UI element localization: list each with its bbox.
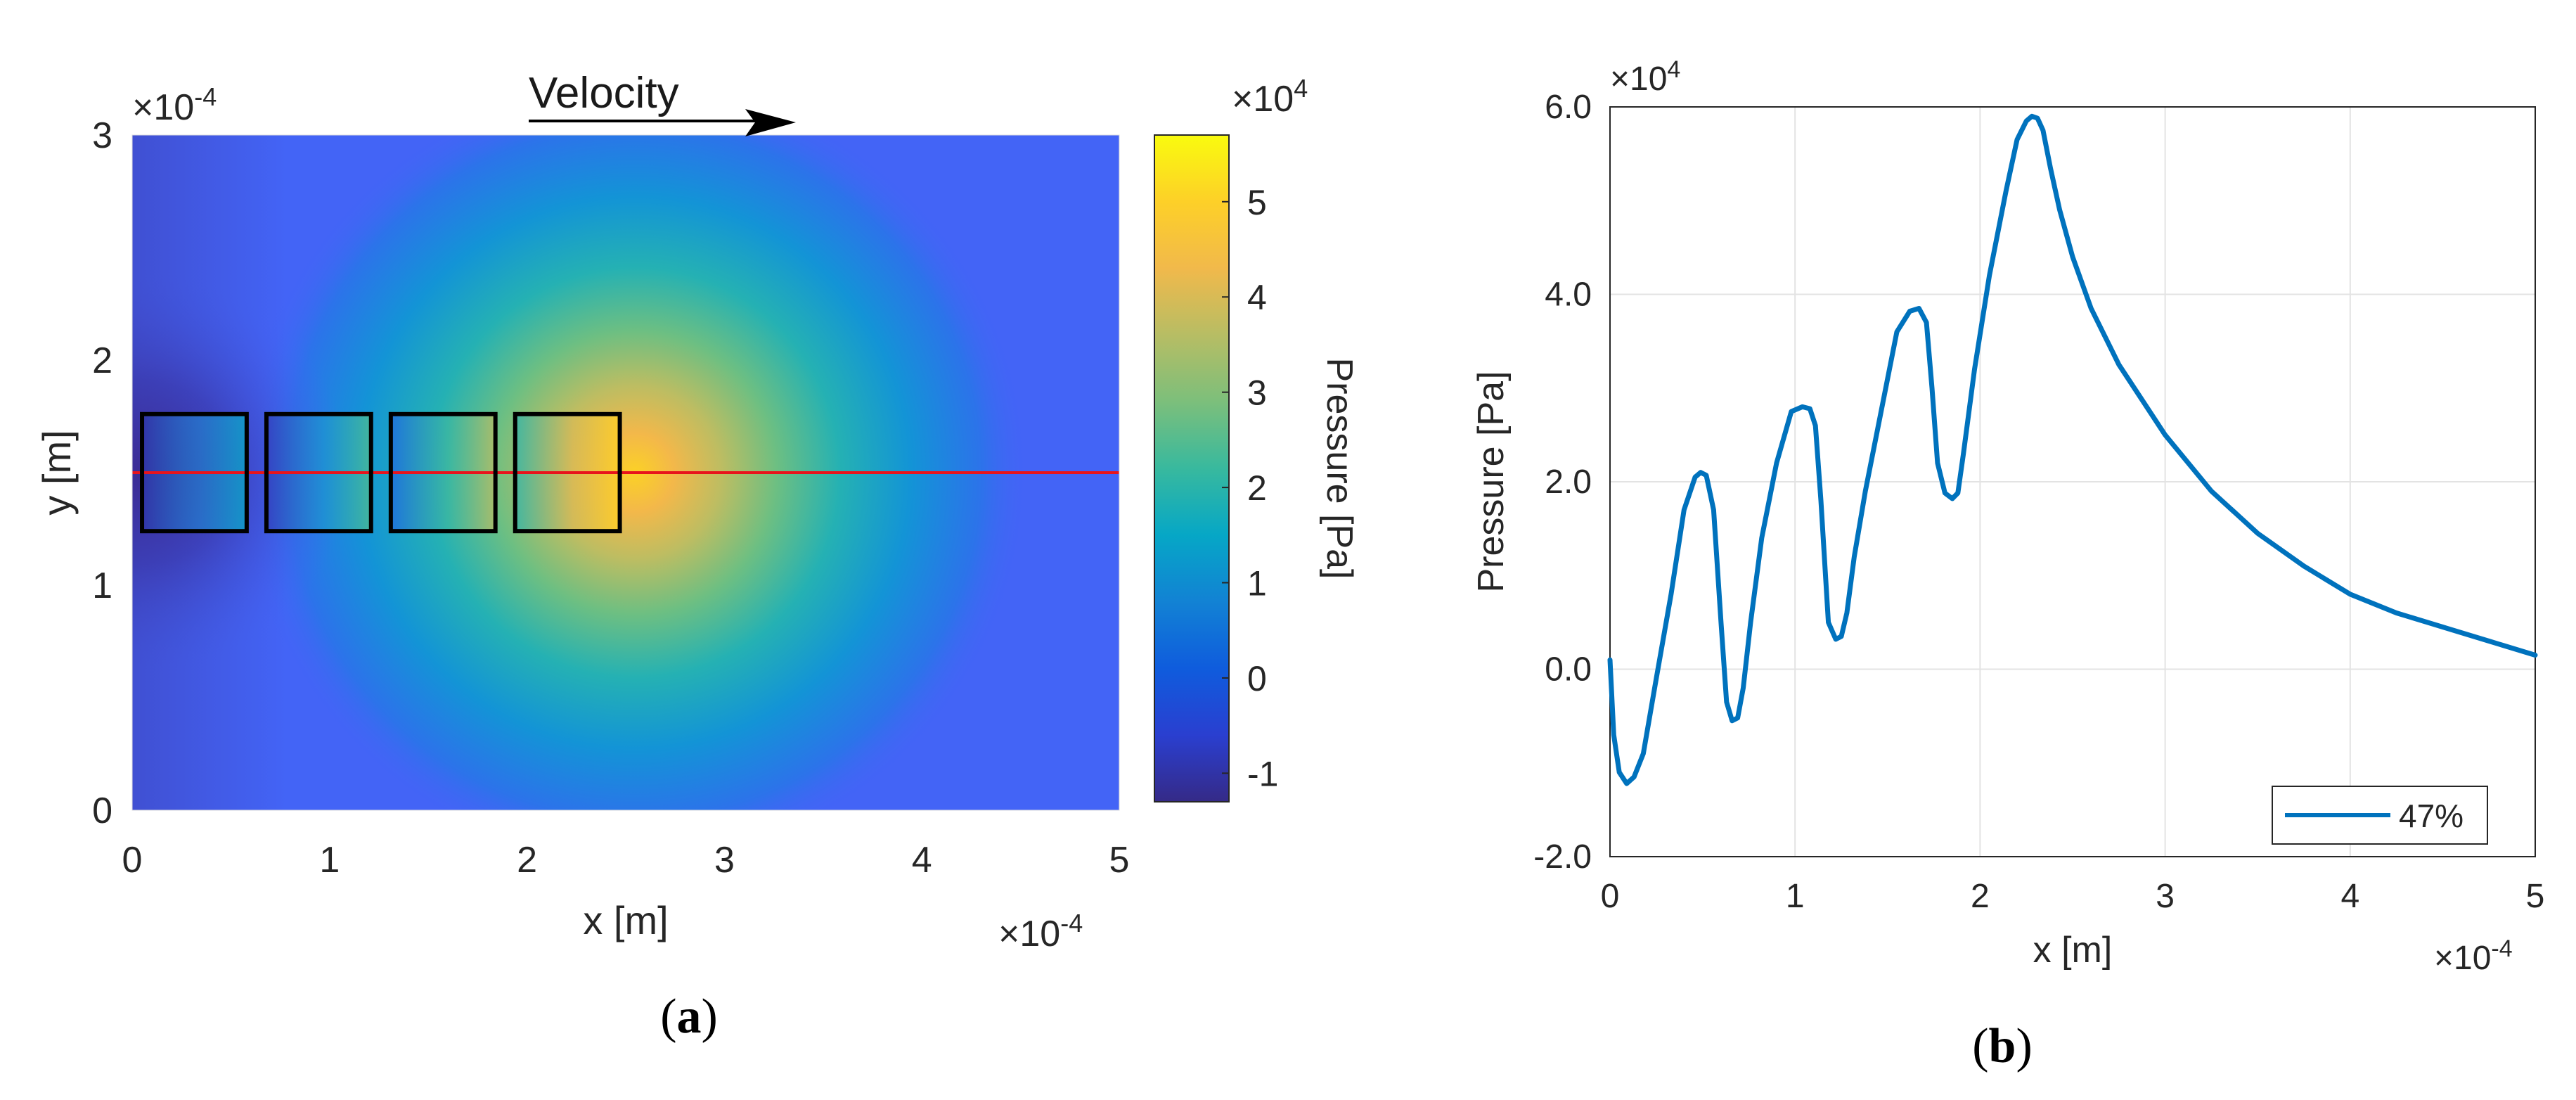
obstacle-box-2: [264, 411, 373, 534]
y-tick-label: 0: [92, 791, 112, 831]
colorbar-tick-label: 3: [1247, 373, 1267, 413]
legend-label: 47%: [2399, 798, 2464, 834]
caption-a-letter: a: [677, 990, 702, 1044]
obstacle-box-1: [140, 411, 249, 534]
x-tick-labels: 0 1 2 3 4 5: [1601, 878, 2545, 915]
x-tick-label: 4: [912, 840, 932, 881]
y-tick-label: 6.0: [1545, 89, 1592, 126]
x-tick-labels: 0 1 2 3 4 5: [122, 840, 1130, 881]
x-tick-label: 5: [2526, 878, 2545, 915]
caption-a: (a): [660, 990, 718, 1044]
x-tick-label: 0: [1601, 878, 1620, 915]
x-tick-label: 3: [714, 840, 735, 881]
x-tick-label: 5: [1109, 840, 1130, 881]
obstacle-box-3: [388, 411, 498, 534]
x-axis-multiplier: ×10-4: [998, 909, 1083, 954]
obstacle-boxes: [140, 411, 622, 534]
y-tick-labels: -2.0 0.0 2.0 4.0 6.0: [1533, 89, 1592, 876]
x-axis-multiplier: ×10-4: [2434, 935, 2513, 977]
colorbar-tick-label: 5: [1247, 183, 1267, 222]
velocity-label: Velocity: [529, 69, 679, 117]
plot-frame: [131, 134, 1120, 811]
y-tick-label: 2: [92, 340, 112, 381]
colorbar-tick-label: 2: [1247, 468, 1267, 508]
colorbar-label: Pressure [Pa]: [1319, 357, 1360, 579]
colorbar-tick-label: 4: [1247, 278, 1267, 317]
colorbar-tick-label: -1: [1247, 754, 1278, 793]
x-tick-label: 1: [319, 840, 340, 881]
x-tick-label: 0: [122, 840, 143, 881]
legend: 47%: [2272, 786, 2488, 845]
colorbar-ticks: -1 0 1 2 3 4 5: [1222, 183, 1278, 793]
colorbar-multiplier: ×104: [1232, 74, 1308, 120]
y-axis-label: y [m]: [34, 430, 79, 515]
caption-b: (b): [1972, 1019, 2033, 1073]
colorbar: [1154, 134, 1230, 802]
panel-a: Velocity 0 1 2 3 4 5 0 1 2 3 x [m] y [m] ×10-4 ×…: [34, 69, 1360, 1044]
velocity-arrow: [529, 109, 796, 136]
y-axis-label: Pressure [Pa]: [1471, 371, 1512, 592]
colorbar-tick-label: 1: [1247, 564, 1267, 603]
x-tick-label: 2: [1971, 878, 1990, 915]
colorbar-tick-label: 0: [1247, 659, 1267, 698]
series-line-47: [1607, 113, 2538, 786]
x-tick-label: 4: [2340, 878, 2359, 915]
y-tick-label: 2.0: [1545, 463, 1592, 501]
x-axis-label: x [m]: [583, 898, 668, 942]
panel-b: 0 1 2 3 4 5 -2.0 0.0 2.0 4.0 6.0 x [m] Pressure […: [1471, 56, 2544, 1073]
plot-frame: [1609, 106, 2536, 857]
y-tick-label: 1: [92, 565, 112, 606]
y-axis-multiplier: ×10-4: [132, 82, 217, 128]
x-tick-label: 3: [2156, 878, 2175, 915]
y-tick-label: 0.0: [1545, 651, 1592, 689]
y-tick-label: 4.0: [1545, 276, 1592, 314]
obstacle-box-4: [513, 411, 622, 534]
y-tick-label: 3: [92, 115, 112, 156]
x-tick-label: 2: [517, 840, 537, 881]
x-axis-label: x [m]: [2033, 930, 2113, 971]
y-tick-labels: 0 1 2 3: [92, 115, 112, 831]
x-tick-label: 1: [1786, 878, 1805, 915]
caption-b-letter: b: [1989, 1019, 2016, 1073]
y-axis-multiplier: ×104: [1610, 56, 1680, 98]
y-tick-label: -2.0: [1533, 838, 1592, 876]
